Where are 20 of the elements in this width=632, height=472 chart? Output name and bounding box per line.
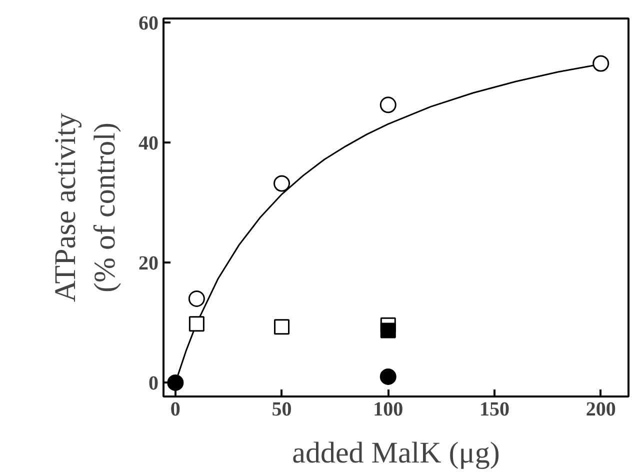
point (380, 322, 396, 338)
y-axis-title: ATPase activity (% of control) (48, 112, 122, 302)
y-tick-label: 20 (138, 252, 158, 275)
point (188, 290, 205, 307)
point (167, 374, 184, 391)
y-tick-label: 40 (138, 132, 158, 155)
y-tick-label: 60 (138, 12, 158, 35)
x-tick-label: 200 (586, 398, 616, 420)
y-tick-label: 0 (148, 372, 158, 395)
point (380, 368, 396, 385)
point (188, 316, 204, 332)
point (380, 96, 396, 114)
x-tick-label: 100 (373, 398, 404, 420)
x-tick-label: 150 (479, 398, 510, 420)
point (274, 175, 290, 192)
x-tick-label: 50 (272, 398, 292, 420)
point (274, 319, 290, 335)
x-tick-label: 0 (170, 398, 180, 420)
x-axis-title: added MalK (μg) (292, 436, 500, 470)
point (592, 55, 610, 72)
